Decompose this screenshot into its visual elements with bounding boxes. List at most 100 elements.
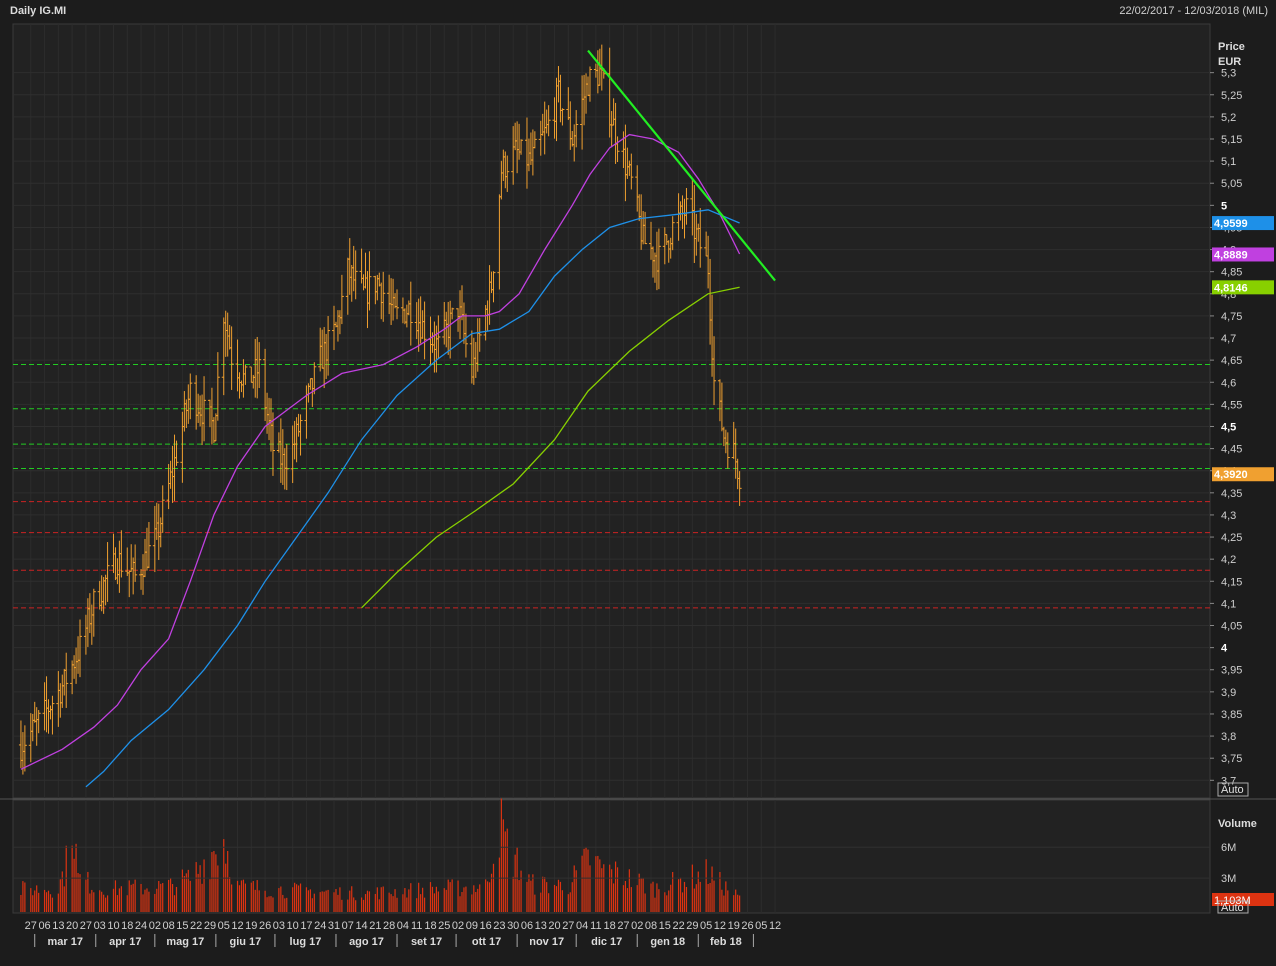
month-label: lug 17: [290, 936, 322, 948]
price-tick-label: 3,9: [1221, 687, 1236, 699]
volume-auto-label: Auto: [1221, 902, 1244, 914]
last-value-tag: [1212, 216, 1274, 231]
date-tick-label: 24: [314, 920, 326, 932]
price-auto-label: Auto: [1221, 784, 1244, 796]
date-tick-label: 12: [231, 920, 243, 932]
price-tick-label: 4,55: [1221, 399, 1242, 411]
date-tick-label: 05: [755, 920, 767, 932]
date-tick-label: 27: [562, 920, 574, 932]
date-tick-label: 11: [590, 920, 601, 932]
moving-average-mid_ma[interactable]: [85, 209, 740, 788]
price-tick-label: 4,15: [1221, 576, 1242, 588]
date-tick-label: 03: [94, 920, 106, 932]
price-tick-label: 5,1: [1221, 156, 1236, 168]
month-label: apr 17: [109, 936, 141, 948]
date-tick-label: 12: [714, 920, 726, 932]
chart-header: Daily IG.MI 22/02/2017 - 12/03/2018 (MIL…: [0, 0, 1276, 22]
price-tick-label: 4,65: [1221, 355, 1242, 367]
month-label: giu 17: [230, 936, 262, 948]
date-tick-label: 06: [521, 920, 533, 932]
date-tick-label: 22: [672, 920, 684, 932]
price-tick-label: 4,25: [1221, 532, 1242, 544]
volume-bars: [20, 798, 741, 912]
month-label: ago 17: [349, 936, 384, 948]
month-label: mag 17: [166, 936, 204, 948]
date-tick-label: 18: [424, 920, 436, 932]
date-tick-label: 18: [604, 920, 616, 932]
date-tick-label: 07: [342, 920, 354, 932]
date-tick-label: 30: [507, 920, 519, 932]
price-tick-label: 4,05: [1221, 621, 1242, 633]
date-tick-label: 10: [287, 920, 299, 932]
last-value-tag: [1212, 247, 1274, 262]
price-tick-label: 4,1: [1221, 598, 1236, 610]
date-tick-label: 27: [25, 920, 37, 932]
last-value-tag: [1212, 467, 1274, 482]
date-tick-label: 26: [259, 920, 271, 932]
price-tick-label: 4,7: [1221, 333, 1236, 345]
price-tick-label: 3,75: [1221, 753, 1242, 765]
date-tick-label: 21: [369, 920, 381, 932]
price-tick-label: 4,85: [1221, 267, 1242, 279]
price-tick-label: 4,35: [1221, 488, 1242, 500]
price-tick-label: 5,2: [1221, 112, 1236, 124]
trendline[interactable]: [587, 49, 776, 282]
month-label: nov 17: [529, 936, 564, 948]
chart-title: Daily IG.MI: [10, 5, 67, 17]
date-tick-label: 02: [452, 920, 464, 932]
date-tick-label: 28: [383, 920, 395, 932]
date-tick-label: 20: [66, 920, 78, 932]
volume-axis-title: Volume: [1218, 818, 1257, 830]
date-tick-label: 31: [328, 920, 340, 932]
month-label: dic 17: [591, 936, 622, 948]
date-range: 22/02/2017 - 12/03/2018 (MIL): [1119, 5, 1268, 17]
price-tick-label: 3,7: [1221, 775, 1236, 787]
date-tick-label: 03: [273, 920, 285, 932]
price-panel: [12, 23, 1211, 799]
date-tick-label: 11: [411, 920, 422, 932]
date-tick-label: 04: [576, 920, 588, 932]
date-axis-strip: [0, 914, 1276, 957]
date-tick-label: 20: [548, 920, 560, 932]
date-tick-label: 13: [52, 920, 64, 932]
month-label: gen 18: [650, 936, 685, 948]
price-volume-chart[interactable]: PriceEUR5,35,255,25,155,15,0554,954,94,8…: [0, 22, 1276, 966]
date-tick-label: 27: [80, 920, 92, 932]
month-label: feb 18: [710, 936, 742, 948]
date-tick-label: 02: [149, 920, 161, 932]
volume-tick-label: 6M: [1221, 842, 1236, 854]
price-axis-title: Price: [1218, 41, 1245, 53]
date-tick-label: 26: [741, 920, 753, 932]
date-tick-label: 24: [135, 920, 147, 932]
price-tick-label: 4,6: [1221, 377, 1236, 389]
price-tick-label: 5,3: [1221, 68, 1236, 80]
date-tick-label: 27: [617, 920, 629, 932]
date-tick-label: 25: [438, 920, 450, 932]
price-auto-button[interactable]: [1217, 782, 1249, 797]
date-tick-label: 29: [686, 920, 698, 932]
date-tick-label: 06: [38, 920, 50, 932]
price-tick-label: 4,2: [1221, 554, 1236, 566]
date-tick-label: 13: [535, 920, 547, 932]
month-label: ott 17: [472, 936, 501, 948]
date-tick-label: 05: [700, 920, 712, 932]
month-label: mar 17: [47, 936, 82, 948]
date-tick-label: 09: [466, 920, 478, 932]
date-tick-label: 04: [397, 920, 409, 932]
moving-average-long_ma[interactable]: [361, 286, 740, 609]
volume-auto-button[interactable]: [1217, 900, 1249, 914]
price-tick-label: 3,8: [1221, 731, 1236, 743]
date-tick-label: 22: [190, 920, 202, 932]
date-tick-label: 10: [107, 920, 119, 932]
date-tick-label: 19: [245, 920, 257, 932]
date-tick-label: 02: [631, 920, 643, 932]
date-tick-label: 05: [218, 920, 230, 932]
last-value-label: 4,3920: [1214, 469, 1248, 481]
price-tick-label: 5,05: [1221, 178, 1242, 190]
volume-last-tag: [1212, 893, 1274, 906]
date-tick-label: 29: [204, 920, 216, 932]
date-tick-label: 23: [493, 920, 505, 932]
moving-average-short_ma[interactable]: [20, 133, 741, 770]
date-axis[interactable]: 27 06 13 20 27 03 10 18 24 02 08 15 22 29 05 12 19 26 03 10…: [25, 920, 782, 948]
